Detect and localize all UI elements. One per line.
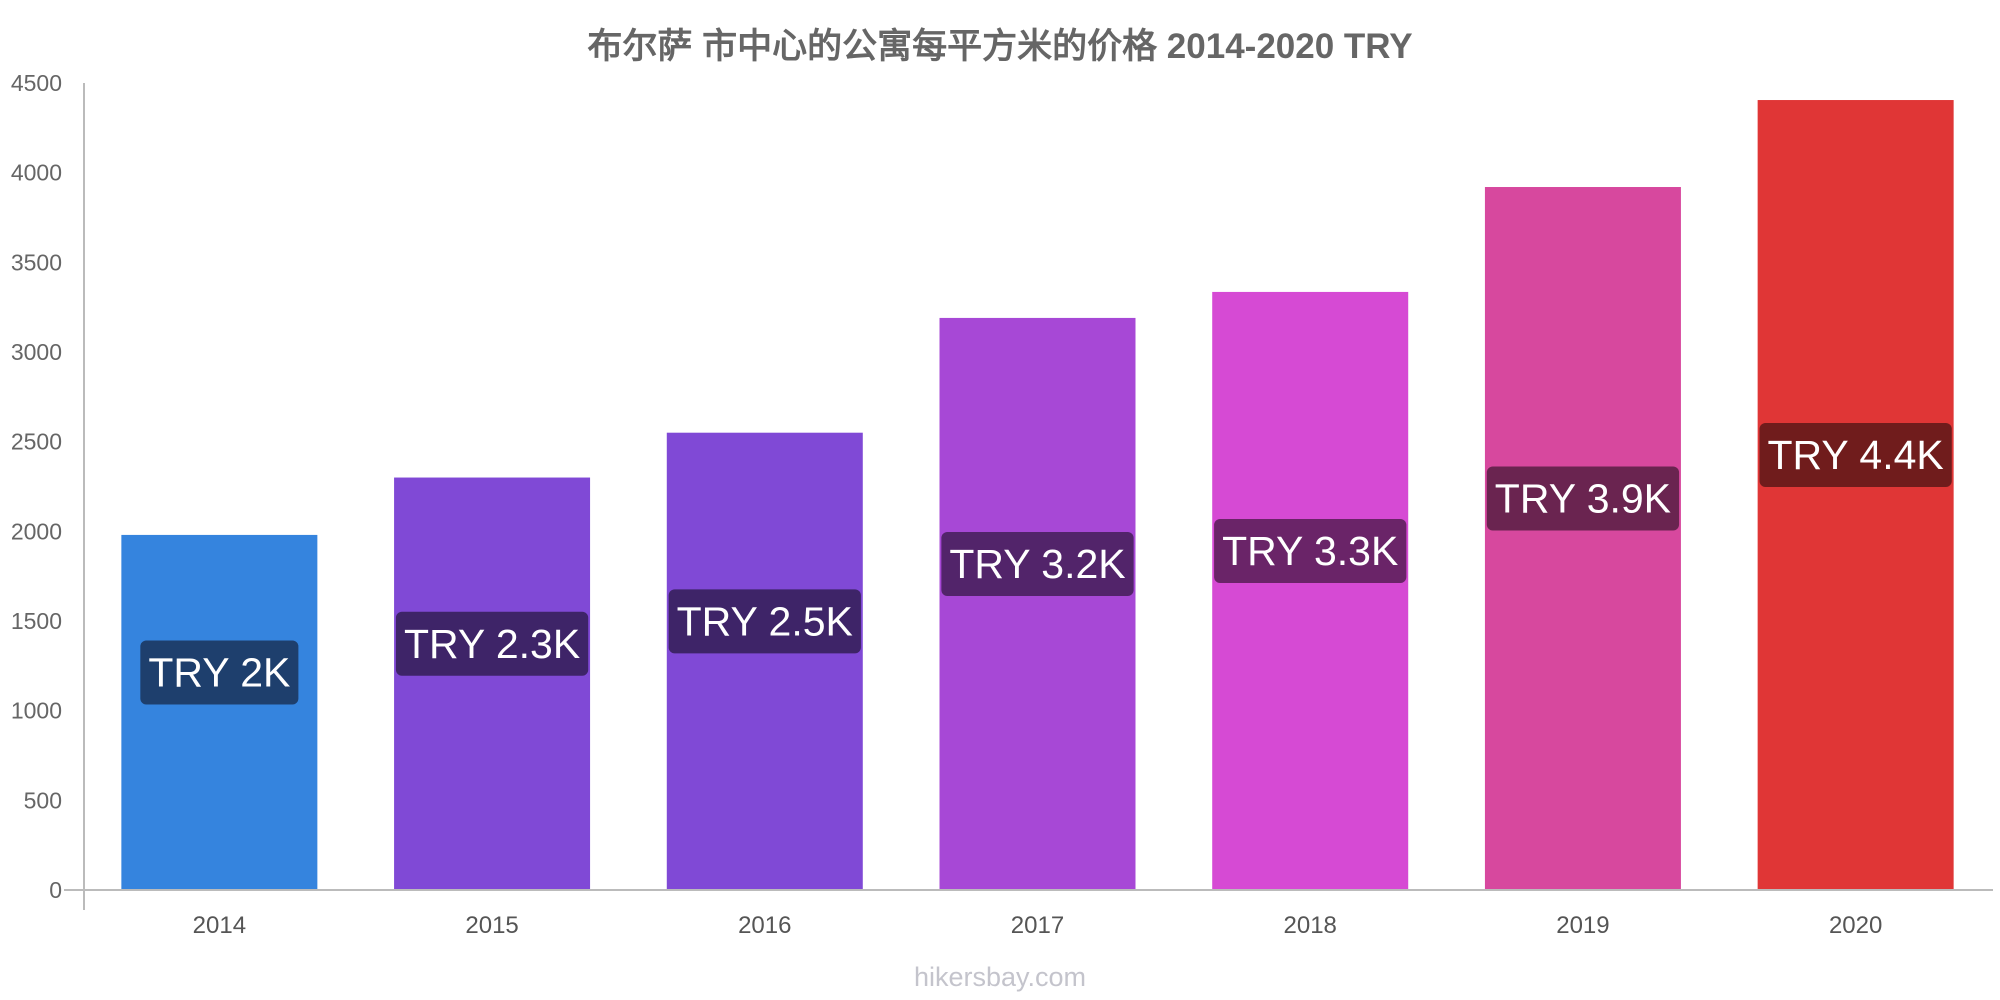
data-label-2014: TRY 2K (140, 640, 299, 705)
data-label-text: TRY 3.9K (1495, 476, 1671, 522)
bar-2014 (121, 534, 318, 890)
y-tick-label: 3000 (11, 339, 62, 365)
data-label-background (140, 640, 299, 705)
y-tick-label: 1000 (11, 698, 62, 724)
x-tick-label: 2014 (193, 912, 246, 939)
y-tick-label: 500 (24, 787, 62, 813)
y-tick-label: 4500 (11, 70, 62, 96)
y-tick-label: 4000 (11, 160, 62, 186)
data-label-2015: TRY 2.3K (395, 611, 589, 676)
x-tick-label: 2018 (1284, 912, 1337, 939)
x-tick-label: 2019 (1556, 912, 1609, 939)
data-label-text: TRY 2K (148, 649, 290, 695)
axes-layer: 0 500 1000 1500 2000 2500 3000 3500 4000 4500 2014… (11, 70, 1993, 939)
data-label-text: TRY 2.5K (677, 598, 853, 644)
data-label-text: TRY 2.3K (404, 621, 580, 667)
bar-2017 (939, 317, 1136, 891)
data-label-background (1486, 466, 1680, 531)
data-label-2019: TRY 3.9K (1486, 466, 1680, 531)
data-label-background (1759, 423, 1952, 488)
y-tick-label: 0 (49, 877, 62, 903)
x-tick-label: 2020 (1829, 912, 1882, 939)
data-label-background (668, 589, 861, 654)
x-tick-label: 2016 (738, 912, 791, 939)
data-label-text: TRY 3.2K (949, 541, 1125, 587)
data-label-2018: TRY 3.3K (1214, 518, 1407, 583)
bar-2019 (1484, 187, 1681, 891)
data-label-background (1214, 518, 1407, 583)
bar-2018 (1212, 291, 1409, 890)
y-tick-label: 3500 (11, 249, 62, 275)
data-label-background (395, 611, 589, 676)
x-tick-label: 2015 (465, 912, 518, 939)
y-tick-label: 2000 (11, 518, 62, 544)
data-label-2020: TRY 4.4K (1759, 423, 1952, 488)
bars-layer (121, 100, 1954, 891)
bar-2016 (666, 432, 863, 890)
data-label-2017: TRY 3.2K (941, 531, 1134, 596)
y-tick-label: 1500 (11, 608, 62, 634)
data-label-text: TRY 4.4K (1768, 432, 1944, 478)
x-tick-label: 2017 (1011, 912, 1064, 939)
y-tick-label: 2500 (11, 429, 62, 455)
bar-2015 (394, 477, 591, 890)
bar-2020 (1757, 100, 1954, 890)
data-label-2016: TRY 2.5K (668, 589, 861, 654)
data-label-text: TRY 3.3K (1222, 528, 1398, 574)
chart-title: 布尔萨 市中心的公寓每平方米的价格 2014-2020 TRY (587, 27, 1413, 66)
data-label-background (941, 531, 1134, 596)
data-labels-layer: TRY 2K TRY 2.3K TRY 2.5K TRY 3.2K TRY 3.3K TR… (140, 423, 1952, 705)
watermark: hikersbay.com (914, 962, 1086, 992)
